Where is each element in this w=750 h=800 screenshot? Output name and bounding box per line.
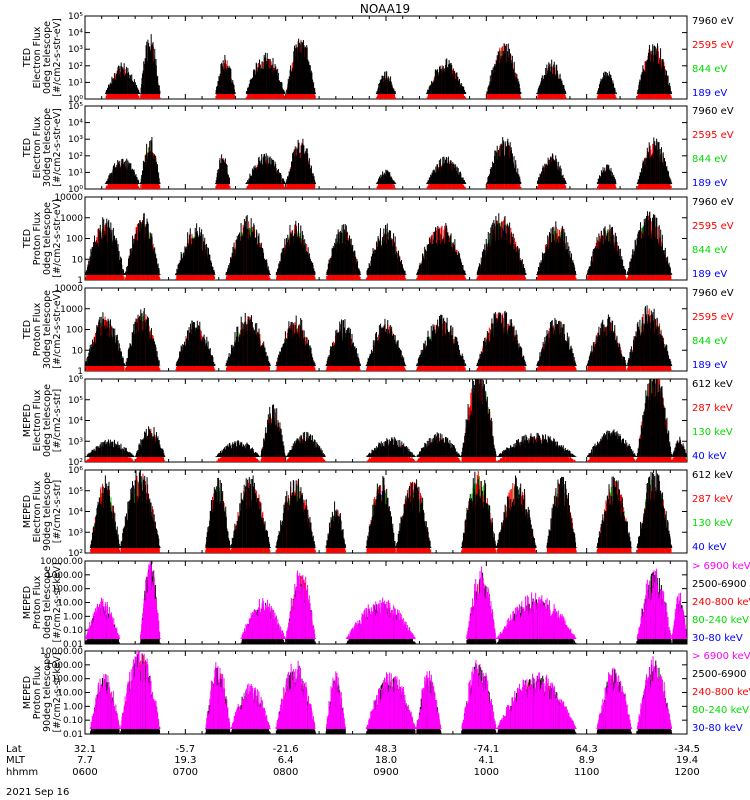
legend-entry: 2595 eV (692, 221, 734, 232)
y-tick-label: 10000 (54, 193, 83, 203)
y-tick-label: 10⁵ (68, 102, 83, 112)
y-tick-label: 10³ (68, 135, 83, 145)
y-tick-label: 100 (66, 235, 83, 245)
y-axis-label: TEDElectron Flux0deg telescope[#/cm2-s-s… (22, 18, 63, 97)
legend-entry: 7960 eV (692, 106, 734, 117)
data-marks (104, 34, 673, 99)
y-tick-label: 10⁴ (68, 119, 83, 129)
data-marks (104, 136, 673, 189)
y-axis-label-line: Electron Flux (32, 116, 43, 178)
legend-entry: 189 eV (692, 178, 727, 189)
y-tick-label: 1000 (60, 214, 83, 224)
legend-entry: 7960 eV (692, 197, 734, 208)
legend-entry: 189 eV (692, 269, 727, 280)
y-axis-label-line: TED (22, 138, 33, 158)
y-tick-label: 10⁴ (68, 29, 83, 39)
panel-2: 10⁰ 10¹ 10² 10³ 10⁴ 10⁵ TEDElectron Flux30deg … (22, 102, 734, 195)
legend-entry: 844 eV (692, 64, 727, 75)
y-tick-label: 10¹ (68, 168, 83, 178)
legend: 7960 eV 2595 eV 844 eV 189 eV (692, 16, 734, 99)
y-tick-label: 10 (72, 255, 84, 265)
legend: 7960 eV 2595 eV 844 eV 189 eV (692, 106, 734, 189)
legend-entry: 7960 eV (692, 16, 734, 27)
y-axis-label-line: [#/cm2-s-str-eV] (52, 18, 63, 97)
y-axis-label-line: TED (22, 229, 33, 249)
y-axis-label: TEDElectron Flux30deg telescope[#/cm2-s-… (22, 108, 63, 187)
y-axis-label-line: 0deg telescope (42, 202, 53, 275)
y-axis-label-line: Proton Flux (32, 211, 43, 265)
legend-entry: 2595 eV (692, 130, 734, 141)
y-tick-label: 10² (68, 152, 83, 162)
y-axis-label-line: Electron Flux (32, 26, 43, 88)
legend: 7960 eV 2595 eV 844 eV 189 eV (692, 197, 734, 280)
y-tick-label: 10⁰ (68, 185, 83, 195)
legend-entry: 2595 eV (692, 40, 734, 51)
y-axis-label-line: [#/cm2-s-str-eV] (52, 108, 63, 187)
y-tick-label: 1 (77, 276, 83, 286)
y-tick-label: 10⁰ (68, 95, 83, 105)
y-axis-label-line: [#/cm2-s-str-eV] (52, 199, 63, 278)
y-tick-label: 10² (68, 62, 83, 72)
y-tick-label: 10³ (68, 45, 83, 55)
y-tick-label: 10⁵ (68, 12, 83, 22)
y-axis-label-line: TED (22, 48, 33, 68)
legend-entry: 844 eV (692, 245, 727, 256)
figure-title: NOAA19 (360, 2, 410, 16)
panel-1: 10⁰ 10¹ 10² 10³ 10⁴ 10⁵ TEDElectron Flux0deg t… (22, 12, 734, 105)
y-axis-label-line: 30deg telescope (42, 108, 53, 187)
data-marks (85, 211, 673, 280)
legend-entry: 189 eV (692, 88, 727, 99)
legend-entry: 844 eV (692, 154, 727, 165)
y-axis-label-line: 0deg telescope (42, 21, 53, 94)
y-tick-label: 10¹ (68, 78, 83, 88)
y-axis-label: TEDProton Flux0deg telescope[#/cm2-s-str… (22, 199, 63, 278)
